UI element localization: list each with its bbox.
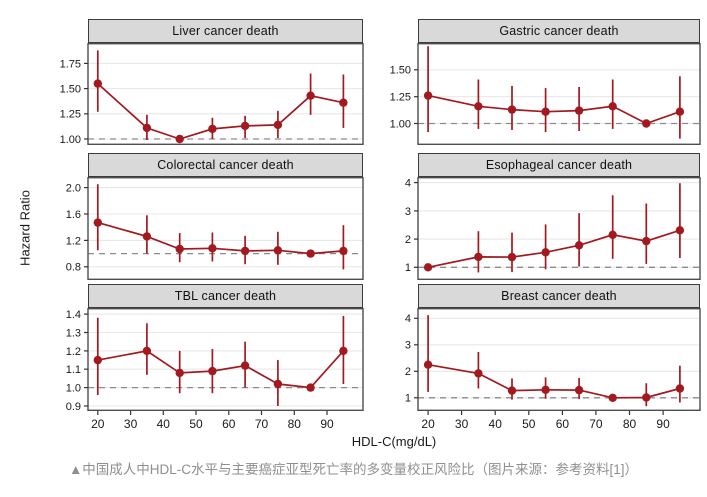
liver-panel-plot: 1.00 1.25 1.50 1.75: [60, 42, 364, 146]
esophageal-panel-plot: 1 2 3 4: [405, 176, 701, 280]
svg-text:1.2: 1.2: [66, 346, 81, 358]
svg-text:1.1: 1.1: [66, 364, 81, 376]
svg-text:1.6: 1.6: [66, 209, 81, 221]
svg-text:1.00: 1.00: [390, 118, 411, 130]
svg-text:3: 3: [405, 206, 411, 218]
tbl-panel-plot: 0.9 1.0 1.1 1.2 1.3 1.4 20 30 40 50 60 70 80 90: [66, 307, 364, 431]
svg-text:30: 30: [455, 417, 469, 431]
svg-text:20: 20: [91, 417, 105, 431]
svg-text:20: 20: [421, 417, 435, 431]
panel-title-tbl: TBL cancer death: [88, 284, 363, 308]
svg-text:80: 80: [623, 417, 637, 431]
svg-text:1.0: 1.0: [66, 382, 81, 394]
svg-text:60: 60: [556, 417, 570, 431]
svg-text:2.0: 2.0: [66, 182, 81, 194]
svg-text:90: 90: [656, 417, 670, 431]
panel-title-esophageal: Esophageal cancer death: [418, 153, 700, 177]
svg-text:1.4: 1.4: [66, 309, 81, 321]
svg-text:1.50: 1.50: [390, 65, 411, 77]
gastric-panel-plot: 1.00 1.25 1.50: [390, 42, 701, 145]
svg-text:0.8: 0.8: [66, 262, 81, 274]
svg-text:2: 2: [405, 366, 411, 378]
figure-caption: ▲中国成人中HDL-C水平与主要癌症亚型死亡率的多变量校正风险比（图片来源：参考…: [68, 462, 639, 477]
svg-text:40: 40: [489, 417, 503, 431]
breast-panel-plot: 1 2 3 4 20 30 40 50 60 70 80 90: [405, 307, 701, 431]
svg-text:1: 1: [405, 262, 411, 274]
svg-text:1.50: 1.50: [60, 83, 81, 95]
svg-text:1.00: 1.00: [60, 134, 81, 146]
panel-title-gastric: Gastric cancer death: [418, 19, 700, 43]
svg-text:0.9: 0.9: [66, 401, 81, 413]
svg-text:1.25: 1.25: [60, 109, 81, 121]
colorectal-panel-plot: 0.8 1.2 1.6 2.0: [66, 176, 364, 280]
svg-text:4: 4: [405, 177, 411, 189]
svg-text:3: 3: [405, 340, 411, 352]
panel-title-breast: Breast cancer death: [418, 284, 700, 308]
svg-text:2: 2: [405, 234, 411, 246]
svg-text:90: 90: [320, 417, 334, 431]
panel-title-liver: Liver cancer death: [88, 19, 363, 43]
svg-text:60: 60: [222, 417, 236, 431]
svg-text:1.25: 1.25: [390, 92, 411, 104]
svg-text:1.2: 1.2: [66, 235, 81, 247]
svg-text:40: 40: [157, 417, 171, 431]
svg-text:1.75: 1.75: [60, 58, 81, 70]
svg-text:4: 4: [405, 313, 411, 325]
x-axis-label: HDL-C(mg/dL): [351, 434, 437, 449]
svg-text:1: 1: [405, 393, 411, 405]
svg-text:1.3: 1.3: [66, 327, 81, 339]
svg-text:70: 70: [255, 417, 269, 431]
panel-title-colorectal: Colorectal cancer death: [88, 153, 363, 177]
svg-text:30: 30: [124, 417, 138, 431]
svg-text:80: 80: [288, 417, 302, 431]
svg-text:70: 70: [589, 417, 603, 431]
svg-text:50: 50: [522, 417, 536, 431]
svg-text:50: 50: [189, 417, 203, 431]
